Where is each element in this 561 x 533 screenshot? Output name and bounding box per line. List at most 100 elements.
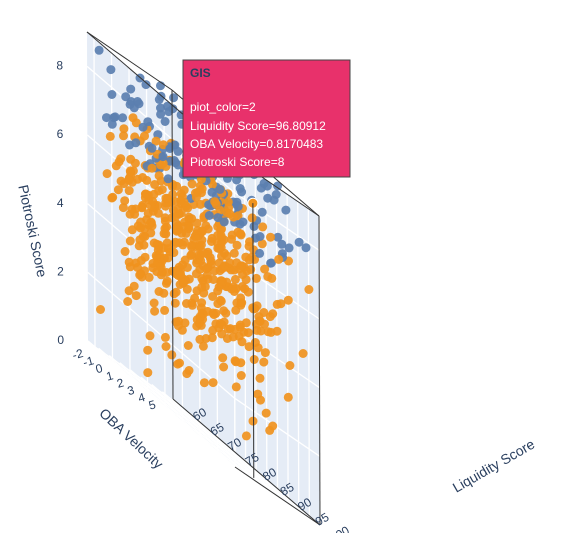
data-point[interactable] bbox=[167, 350, 177, 360]
data-point[interactable] bbox=[208, 378, 218, 388]
data-point[interactable] bbox=[198, 341, 208, 351]
data-point[interactable] bbox=[160, 332, 170, 342]
data-point[interactable] bbox=[162, 276, 172, 286]
data-point[interactable] bbox=[162, 268, 172, 277]
data-point[interactable] bbox=[249, 355, 259, 364]
data-point[interactable] bbox=[260, 348, 270, 358]
data-point[interactable] bbox=[213, 286, 223, 296]
data-point[interactable] bbox=[207, 187, 217, 197]
data-point[interactable] bbox=[160, 216, 170, 226]
data-point[interactable] bbox=[141, 80, 151, 90]
data-point[interactable] bbox=[153, 258, 162, 268]
data-point[interactable] bbox=[230, 274, 240, 284]
data-point[interactable] bbox=[152, 267, 162, 277]
data-point[interactable] bbox=[145, 331, 155, 341]
data-point[interactable] bbox=[143, 117, 153, 127]
data-point[interactable] bbox=[263, 193, 273, 203]
data-point[interactable] bbox=[219, 261, 229, 271]
data-point[interactable] bbox=[191, 269, 201, 279]
data-point[interactable] bbox=[147, 163, 157, 173]
data-point[interactable] bbox=[156, 109, 166, 119]
data-point[interactable] bbox=[192, 258, 202, 268]
data-point[interactable] bbox=[236, 371, 246, 380]
data-point[interactable] bbox=[120, 196, 130, 206]
data-point[interactable] bbox=[261, 408, 271, 418]
data-point[interactable] bbox=[219, 217, 229, 227]
data-point[interactable] bbox=[209, 310, 219, 320]
data-point[interactable] bbox=[238, 217, 248, 227]
data-point[interactable] bbox=[266, 232, 275, 242]
data-point[interactable] bbox=[171, 287, 181, 297]
data-point[interactable] bbox=[219, 362, 229, 372]
data-point[interactable] bbox=[124, 186, 134, 196]
data-point[interactable] bbox=[244, 255, 254, 265]
data-point[interactable] bbox=[173, 146, 183, 156]
data-point[interactable] bbox=[186, 251, 196, 260]
data-point[interactable] bbox=[195, 199, 205, 209]
data-point[interactable] bbox=[283, 392, 293, 402]
data-point[interactable] bbox=[125, 236, 135, 246]
data-point[interactable] bbox=[175, 358, 184, 368]
data-point[interactable] bbox=[199, 378, 209, 388]
data-point[interactable] bbox=[163, 174, 173, 184]
data-point[interactable] bbox=[181, 228, 191, 238]
data-point[interactable] bbox=[108, 192, 118, 202]
data-point[interactable] bbox=[187, 179, 197, 189]
data-point[interactable] bbox=[146, 228, 156, 238]
data-point[interactable] bbox=[161, 342, 171, 351]
data-point[interactable] bbox=[172, 181, 182, 191]
data-point[interactable] bbox=[223, 197, 233, 207]
data-point[interactable] bbox=[174, 209, 184, 219]
data-point[interactable] bbox=[163, 253, 173, 263]
data-point[interactable] bbox=[216, 231, 226, 241]
data-point[interactable] bbox=[222, 334, 232, 343]
data-point[interactable] bbox=[227, 230, 237, 240]
data-point[interactable] bbox=[149, 238, 159, 248]
data-point[interactable] bbox=[160, 305, 170, 315]
data-point[interactable] bbox=[120, 247, 130, 256]
data-point[interactable] bbox=[146, 201, 156, 211]
data-point[interactable] bbox=[214, 244, 224, 254]
data-point[interactable] bbox=[140, 193, 150, 203]
data-point[interactable] bbox=[124, 257, 134, 267]
data-point[interactable] bbox=[160, 117, 170, 126]
data-point[interactable] bbox=[257, 207, 267, 217]
data-point[interactable] bbox=[241, 275, 251, 285]
data-point[interactable] bbox=[147, 143, 157, 153]
data-point[interactable] bbox=[129, 281, 139, 291]
data-point[interactable] bbox=[119, 131, 128, 141]
data-point[interactable] bbox=[159, 229, 169, 239]
data-point[interactable] bbox=[140, 131, 149, 141]
data-point[interactable] bbox=[284, 243, 294, 253]
data-point[interactable] bbox=[184, 222, 194, 232]
data-point[interactable] bbox=[215, 184, 225, 194]
data-point[interactable] bbox=[255, 373, 265, 383]
data-point[interactable] bbox=[225, 209, 235, 219]
data-point[interactable] bbox=[137, 203, 147, 213]
data-point[interactable] bbox=[184, 366, 194, 375]
data-point[interactable] bbox=[126, 84, 136, 94]
data-point[interactable] bbox=[241, 318, 251, 328]
data-point[interactable] bbox=[199, 248, 209, 257]
data-point[interactable] bbox=[156, 176, 166, 186]
data-point[interactable] bbox=[156, 103, 165, 113]
data-point[interactable] bbox=[231, 382, 241, 392]
data-point[interactable] bbox=[151, 251, 161, 261]
data-point[interactable] bbox=[107, 90, 117, 99]
data-point[interactable] bbox=[182, 299, 191, 308]
data-point[interactable] bbox=[131, 291, 141, 301]
data-point[interactable] bbox=[125, 166, 135, 176]
data-point[interactable] bbox=[237, 298, 247, 308]
data-point[interactable] bbox=[142, 175, 152, 185]
data-point[interactable] bbox=[196, 303, 206, 313]
data-point[interactable] bbox=[211, 199, 221, 209]
data-point[interactable] bbox=[125, 209, 135, 219]
data-point[interactable] bbox=[143, 345, 153, 355]
data-point[interactable] bbox=[285, 361, 295, 370]
data-point[interactable] bbox=[105, 131, 115, 141]
data-point[interactable] bbox=[202, 264, 212, 274]
data-point[interactable] bbox=[196, 240, 206, 250]
data-point[interactable] bbox=[210, 266, 220, 276]
data-point[interactable] bbox=[183, 341, 193, 350]
data-point[interactable] bbox=[191, 188, 200, 198]
